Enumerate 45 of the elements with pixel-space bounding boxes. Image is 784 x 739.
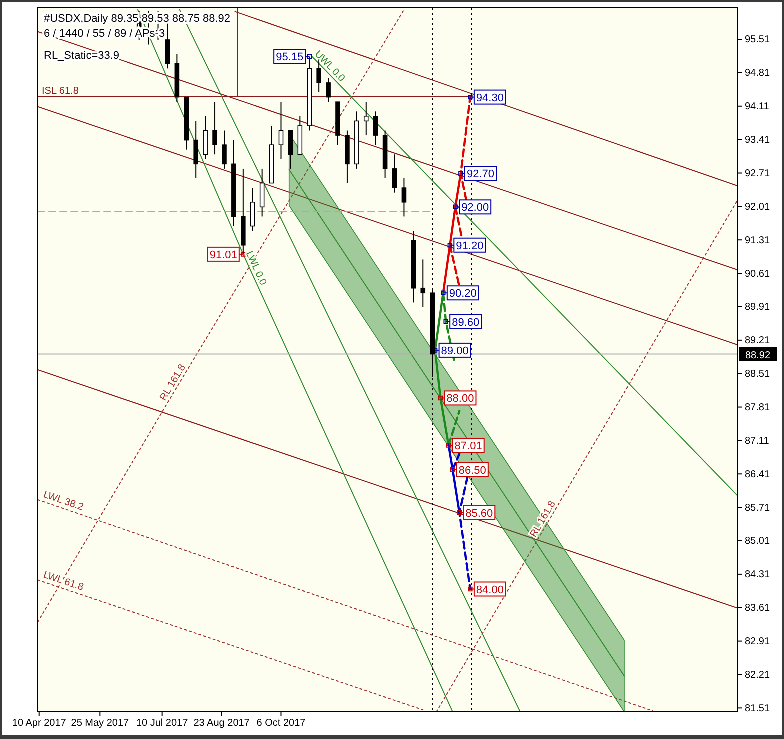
y-tick-label: 85.71	[745, 502, 770, 514]
data-label: 86.50	[458, 464, 486, 477]
data-label: 89.00	[441, 345, 469, 358]
text: LWL 38.2	[42, 490, 86, 514]
data-label: 84.00	[476, 584, 504, 596]
y-tick-label: 83.61	[745, 603, 770, 614]
text: LWL 0.0	[243, 250, 269, 288]
data-label: 95.15	[276, 52, 304, 64]
y-tick-label: 94.81	[745, 68, 770, 80]
x-tick-label: 6 Oct 2017	[256, 718, 306, 730]
y-tick-label: 95.51	[745, 34, 770, 46]
data-label: 92.70	[466, 168, 495, 181]
y-tick-label: 89.21	[745, 336, 770, 347]
data-label: 88.00	[446, 393, 474, 406]
y-tick-label: 89.91	[745, 302, 770, 314]
x-tick-label: 10 Apr 2017	[12, 718, 67, 730]
y-tick-label: 92.71	[745, 168, 770, 180]
y-tick-label: 87.11	[745, 436, 770, 447]
data-label: 94.30	[476, 92, 504, 104]
y-tick-label: 88.51	[745, 369, 770, 380]
y-tick-label: 87.81	[745, 402, 770, 414]
y-tick-label: 85.01	[745, 536, 770, 548]
data-label: 92.00	[462, 202, 490, 214]
y-tick-label: 81.51	[745, 703, 770, 714]
ref-line-label: 88.92	[745, 350, 771, 362]
data-label: 91.01	[210, 249, 238, 262]
data-label: 91.20	[456, 240, 484, 252]
x-tick-label: 10 Jul 2017	[136, 718, 189, 730]
y-tick-label: 93.41	[745, 135, 770, 146]
data-label: 87.01	[454, 440, 482, 452]
x-tick-label: 25 May 2017	[71, 718, 130, 730]
y-tick-label: 86.41	[745, 469, 770, 480]
y-tick-label: 84.31	[745, 570, 770, 581]
y-tick-label: 92.01	[745, 202, 770, 213]
y-tick-label: 90.61	[745, 268, 770, 280]
series-label: ISL 61.8	[42, 86, 80, 97]
data-label: 89.60	[452, 316, 480, 329]
x-tick-label: 23 Aug 2017	[194, 718, 250, 730]
data-label: 85.60	[466, 508, 494, 520]
y-tick-label: 94.11	[745, 102, 770, 113]
y-tick-label: 91.31	[745, 235, 770, 246]
text: LWL 61.8	[42, 570, 86, 594]
y-tick-label: 82.91	[745, 636, 770, 648]
data-label: 90.20	[449, 288, 477, 300]
y-tick-label: 82.21	[745, 670, 770, 681]
